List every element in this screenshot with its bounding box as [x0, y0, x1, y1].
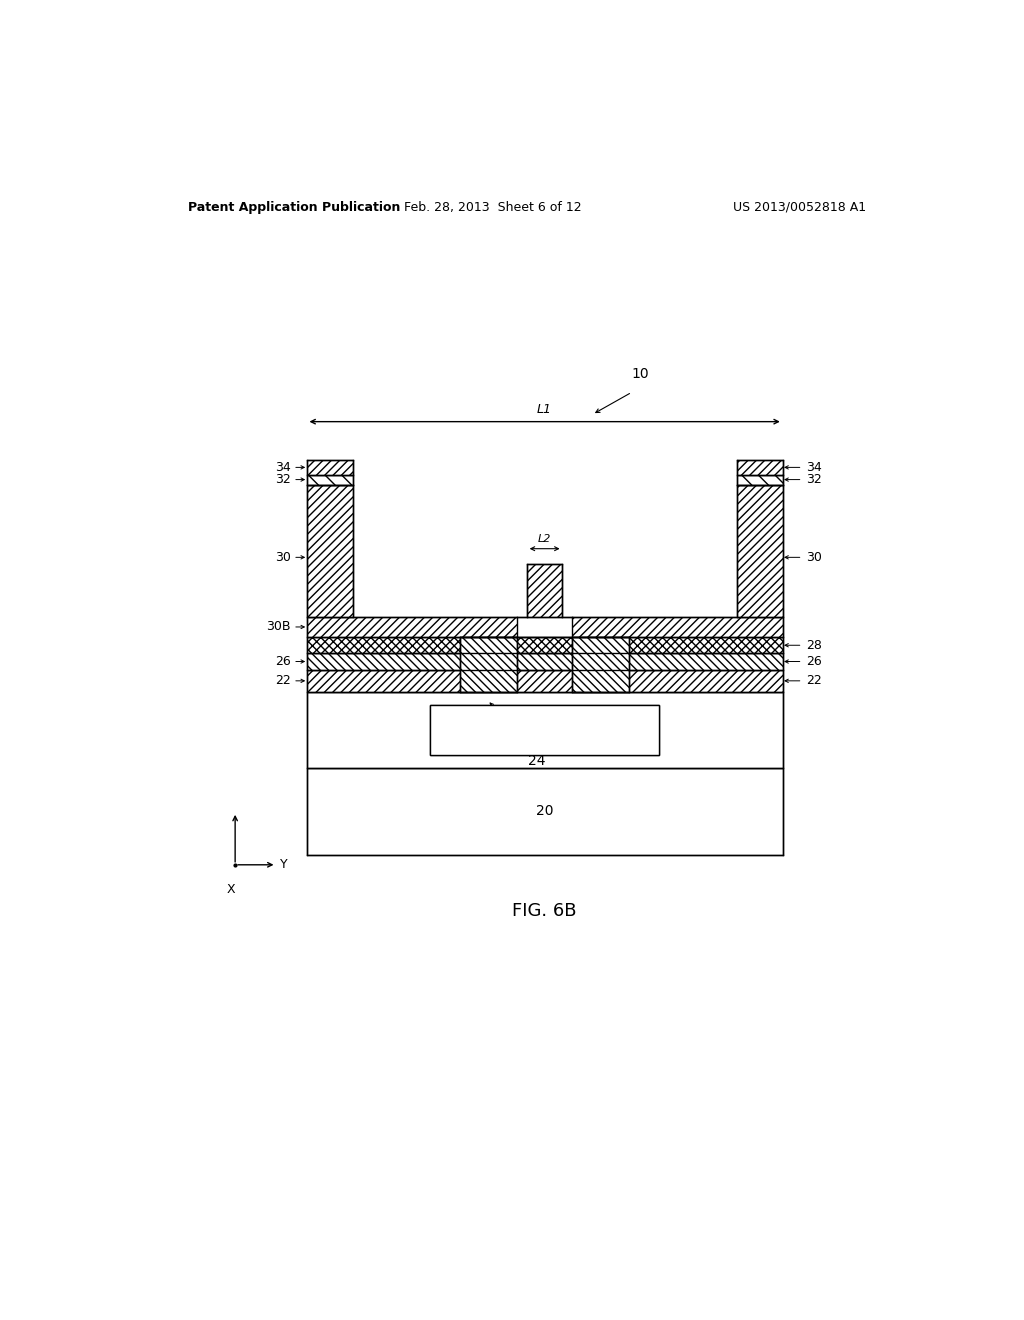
Text: Y: Y — [280, 858, 287, 871]
Bar — [306, 638, 782, 653]
Bar — [736, 461, 782, 474]
Text: 24: 24 — [528, 754, 546, 768]
Bar — [736, 474, 782, 484]
Text: 26: 26 — [274, 655, 291, 668]
Text: 30: 30 — [807, 550, 822, 564]
Bar — [736, 484, 782, 616]
Text: US 2013/0052818 A1: US 2013/0052818 A1 — [733, 201, 866, 214]
Bar — [430, 705, 658, 755]
Bar — [306, 484, 352, 616]
Text: X: X — [227, 883, 236, 896]
Text: 21: 21 — [536, 723, 553, 737]
Text: 30: 30 — [274, 550, 291, 564]
Text: 34: 34 — [807, 461, 822, 474]
Text: L2: L2 — [538, 533, 551, 544]
Text: 22: 22 — [807, 675, 822, 688]
Text: 30B: 30B — [266, 620, 291, 634]
Text: 20: 20 — [536, 804, 553, 818]
Bar — [306, 692, 782, 768]
Text: Feb. 28, 2013  Sheet 6 of 12: Feb. 28, 2013 Sheet 6 of 12 — [404, 201, 582, 214]
Bar — [306, 669, 782, 692]
Text: 10: 10 — [631, 367, 648, 381]
Text: 28: 28 — [807, 639, 822, 652]
Bar — [306, 768, 782, 854]
Bar — [306, 474, 352, 484]
Bar — [430, 705, 658, 755]
Text: Patent Application Publication: Patent Application Publication — [187, 201, 400, 214]
Bar — [572, 616, 782, 638]
Text: L1: L1 — [538, 403, 552, 416]
Polygon shape — [460, 638, 517, 692]
Text: 22: 22 — [274, 675, 291, 688]
Text: 32: 32 — [274, 473, 291, 486]
Text: 34: 34 — [274, 461, 291, 474]
Text: 26: 26 — [807, 655, 822, 668]
Bar — [306, 461, 352, 474]
Text: FIG. 6B: FIG. 6B — [512, 902, 577, 920]
Polygon shape — [572, 638, 629, 692]
Text: 32: 32 — [807, 473, 822, 486]
Bar — [526, 564, 562, 616]
Bar — [306, 616, 517, 638]
Bar — [306, 653, 782, 669]
